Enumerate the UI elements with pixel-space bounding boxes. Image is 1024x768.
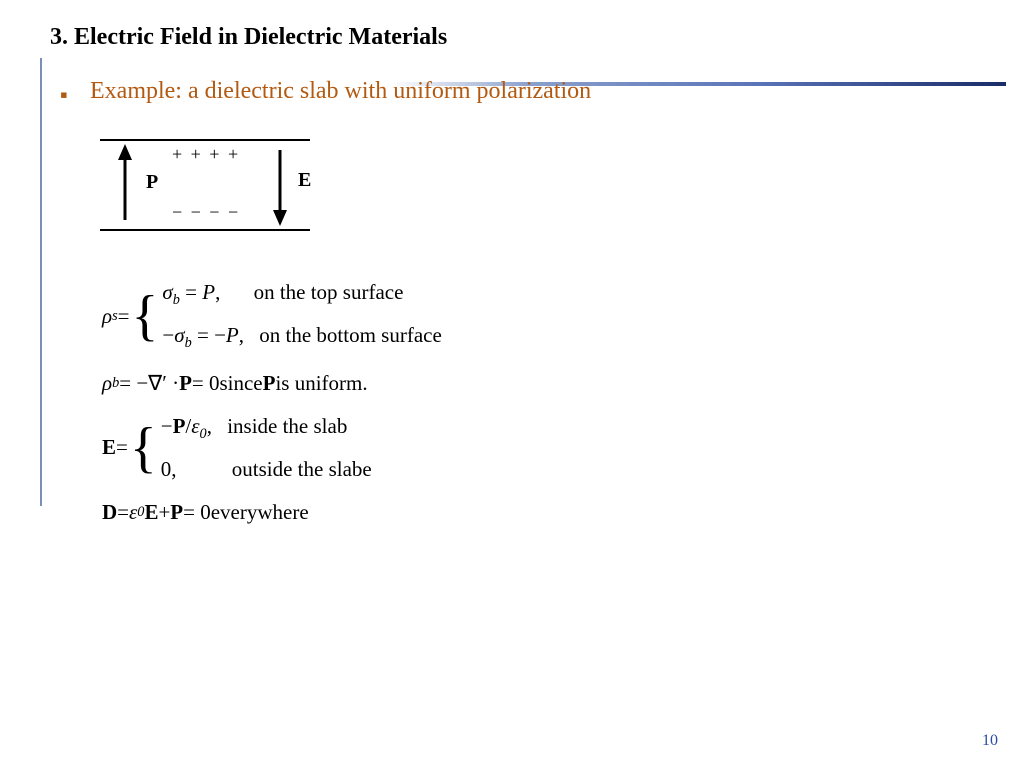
brace-icon: { [132,291,159,341]
comma-2: , [239,323,244,347]
case-bottom: −σb = −P, on the bottom surface [162,323,441,352]
left-accent-bar [40,58,42,506]
p-bold-1: P [179,371,192,396]
sigma-sub-1: b [173,292,180,308]
e-bold-2: E [144,500,158,525]
neg-1: − [162,323,174,347]
p-bold-2: P [263,371,276,396]
eq-rho-b: ρb = −∇′ · P = 0 since P is uniform. [102,371,802,396]
diagram-p-label: P [146,171,158,193]
bottom-surface-label: on the bottom surface [259,323,442,347]
top-surface-label: on the top surface [254,280,404,304]
example-heading: Example: a dielectric slab with uniform … [90,78,591,105]
polarization-diagram: P E + + + + − − − − [90,130,320,240]
e-case-outside: 0, outside the slabe [161,457,372,482]
since-label: since [219,371,262,396]
rho-s-symbol: ρ [102,304,112,329]
comma-1: , [215,280,220,304]
outside-label: outside the slabe [232,457,372,481]
equations-block: ρs = { σb = P, on the top surface −σb = … [102,280,802,544]
eq-zero-1: = 0 [192,371,220,396]
inside-label: inside the slab [227,414,347,438]
brace-icon: { [130,423,157,473]
e-case-inside: −P/ε0, inside the slab [161,414,372,443]
eq-sym-2: = [197,323,214,347]
eq-rho-s: ρs = { σb = P, on the top surface −σb = … [102,280,802,353]
eq-sym-4: = [117,500,129,525]
sigma-sub-2: b [185,336,192,352]
neg-2: − [214,323,226,347]
eq-sym-1: = [185,280,202,304]
p-2: P [226,323,239,347]
sigma-2: σ [174,323,184,347]
bullet-icon: ▪ [60,82,68,108]
p-1: P [202,280,215,304]
eps-sub-1: 0 [200,426,207,442]
d-bold: D [102,500,117,525]
eq-zero-2: = 0 [183,500,211,525]
eq-sym-3: = [116,435,128,460]
plus-1: + [158,500,170,525]
eq-d-field: D = ε0E + P = 0 everywhere [102,500,802,525]
diagram-top-charges: + + + + [172,144,240,164]
p-bold-4: P [170,500,183,525]
equals-1: = [118,304,130,329]
rho-b-symbol: ρ [102,371,112,396]
eps-2: ε [129,500,137,525]
rho-s-cases: { σb = P, on the top surface −σb = −P, o… [130,280,442,353]
page-number: 10 [982,732,998,750]
eps-1: ε [191,414,199,438]
uniform-label: is uniform. [275,371,367,396]
zero-1: 0, [161,457,177,481]
p-bold-3: P [173,414,186,438]
everywhere-label: everywhere [211,500,309,525]
diagram-e-label: E [298,169,311,191]
slide: 3. Electric Field in Dielectric Material… [0,0,1024,768]
title-bar: 3. Electric Field in Dielectric Material… [0,24,1024,51]
comma-3: , [207,414,212,438]
slide-title: 3. Electric Field in Dielectric Material… [0,24,1024,51]
diagram-bottom-charges: − − − − [172,202,240,222]
eq-e-field: E = { −P/ε0, inside the slab 0, outside … [102,414,802,483]
eps-sub-2: 0 [137,504,144,521]
rho-b-sub: b [112,375,119,392]
nabla-text: = −∇′ · [119,371,179,396]
e-cases: { −P/ε0, inside the slab 0, outside the … [128,414,372,483]
e-bold: E [102,435,116,460]
sigma-1: σ [162,280,172,304]
case-top: σb = P, on the top surface [162,280,441,309]
neg-3: − [161,414,173,438]
